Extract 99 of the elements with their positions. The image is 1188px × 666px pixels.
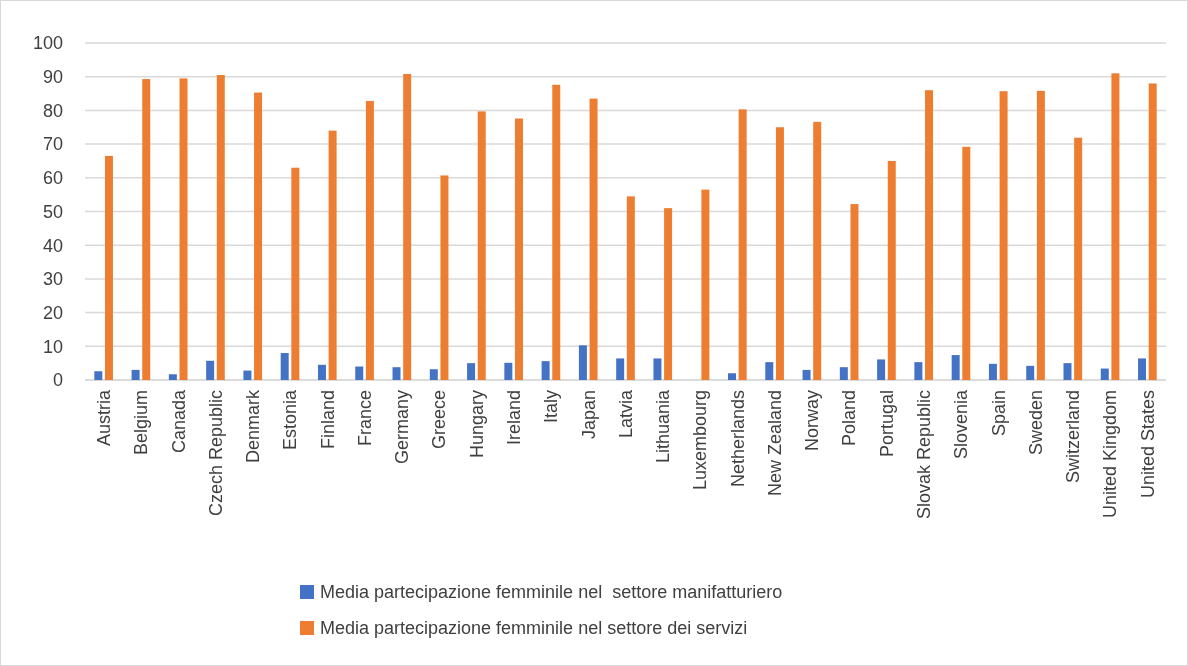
bar: [839, 367, 848, 380]
bar: [813, 121, 822, 380]
bar: [206, 360, 215, 380]
x-tick-label: Hungary: [466, 390, 487, 459]
bar: [887, 160, 896, 380]
x-tick-label: Norway: [802, 390, 823, 452]
bar: [504, 362, 513, 380]
x-tick-label: Netherlands: [727, 390, 748, 488]
x-tick-label: Greece: [429, 390, 450, 450]
bar: [999, 91, 1008, 380]
y-tick-label: 100: [32, 33, 63, 54]
bar: [168, 374, 177, 380]
y-tick-label: 30: [42, 269, 63, 290]
bar: [653, 358, 662, 380]
x-tick-label: Slovak Republic: [914, 390, 935, 520]
legend-label: Media partecipazione femminile nel settore manifatturiero: [320, 582, 783, 603]
x-tick-label: Denmark: [243, 389, 264, 464]
x-tick-label: Ireland: [503, 390, 524, 446]
y-tick-label: 50: [42, 201, 63, 222]
bar: [626, 196, 635, 380]
x-tick-label: Sweden: [1025, 390, 1046, 456]
x-tick-label: Italy: [541, 390, 562, 424]
x-tick-label: Spain: [988, 390, 1009, 437]
bar: [701, 189, 710, 380]
bar: [280, 353, 289, 380]
y-tick-label: 70: [42, 134, 63, 155]
bar: [365, 100, 374, 380]
x-tick-label: Germany: [392, 390, 413, 465]
x-tick-label: Luxembourg: [690, 390, 711, 491]
legend-label: Media partecipazione femminile nel settore dei servizi: [320, 618, 748, 639]
bar: [104, 155, 113, 380]
bar: [914, 362, 923, 380]
bar: [515, 118, 523, 380]
y-tick-label: 40: [42, 235, 63, 256]
bar: [1036, 90, 1045, 380]
bar: [1026, 365, 1035, 380]
x-tick-label: Belgium: [131, 390, 152, 456]
bar: [765, 362, 774, 380]
bar: [578, 345, 587, 380]
bar: [291, 167, 300, 380]
bar: [1063, 363, 1072, 380]
x-tick-label: Canada: [168, 389, 189, 454]
bar: [925, 90, 934, 380]
bar: [467, 363, 476, 380]
bar: [589, 98, 598, 380]
bar: [962, 146, 971, 380]
y-tick-label: 90: [42, 67, 63, 87]
bar: [850, 204, 859, 380]
x-tick-label: United States: [1137, 390, 1158, 499]
y-tick-label: 20: [42, 302, 63, 323]
x-tick-label: Slovenia: [951, 389, 972, 460]
y-tick-label: 80: [42, 100, 63, 121]
y-tick-label: 0: [52, 370, 63, 391]
bar: [616, 358, 625, 380]
x-tick-label: Estonia: [280, 389, 301, 451]
bar: [142, 79, 151, 380]
bar: [403, 74, 412, 380]
bar: [243, 370, 252, 380]
bar: [440, 175, 449, 380]
bar: [1100, 368, 1109, 380]
bar: [1111, 73, 1120, 380]
bar: [328, 130, 337, 380]
bar: [775, 127, 784, 380]
x-tick-label: Finland: [317, 390, 338, 450]
x-tick-label: Poland: [839, 390, 860, 447]
bar: [94, 371, 103, 380]
y-tick-label: 10: [42, 336, 63, 357]
x-tick-label: Portugal: [876, 390, 897, 458]
x-tick-label: Lithuania: [653, 389, 674, 464]
bar: [1074, 137, 1083, 380]
x-tick-label: Latvia: [615, 389, 636, 439]
bar: [552, 84, 561, 380]
bar: [664, 208, 673, 380]
x-tick-label: Japan: [578, 390, 599, 440]
bar: [254, 92, 263, 380]
bar: [728, 373, 736, 380]
bar: [429, 369, 438, 380]
x-tick-label: New Zealand: [764, 390, 785, 497]
bar: [738, 109, 747, 380]
x-tick-label: France: [354, 390, 375, 447]
bar: [1148, 83, 1157, 380]
bar: [541, 361, 550, 380]
bar: [477, 111, 486, 380]
bar: [179, 78, 188, 380]
bar: [951, 355, 960, 380]
bar: [216, 75, 225, 380]
bar: [392, 367, 401, 380]
bar: [802, 369, 811, 380]
x-tick-label: Austria: [93, 389, 114, 447]
bar: [988, 363, 997, 380]
bar: [131, 369, 140, 380]
bar: [1138, 358, 1147, 380]
x-tick-label: United Kingdom: [1100, 390, 1121, 519]
x-tick-label: Czech Republic: [205, 390, 226, 517]
bar: [355, 366, 364, 380]
y-tick-label: 60: [42, 168, 63, 189]
bar: [317, 364, 326, 380]
bar: [877, 359, 886, 380]
x-tick-label: Switzerland: [1063, 390, 1084, 484]
